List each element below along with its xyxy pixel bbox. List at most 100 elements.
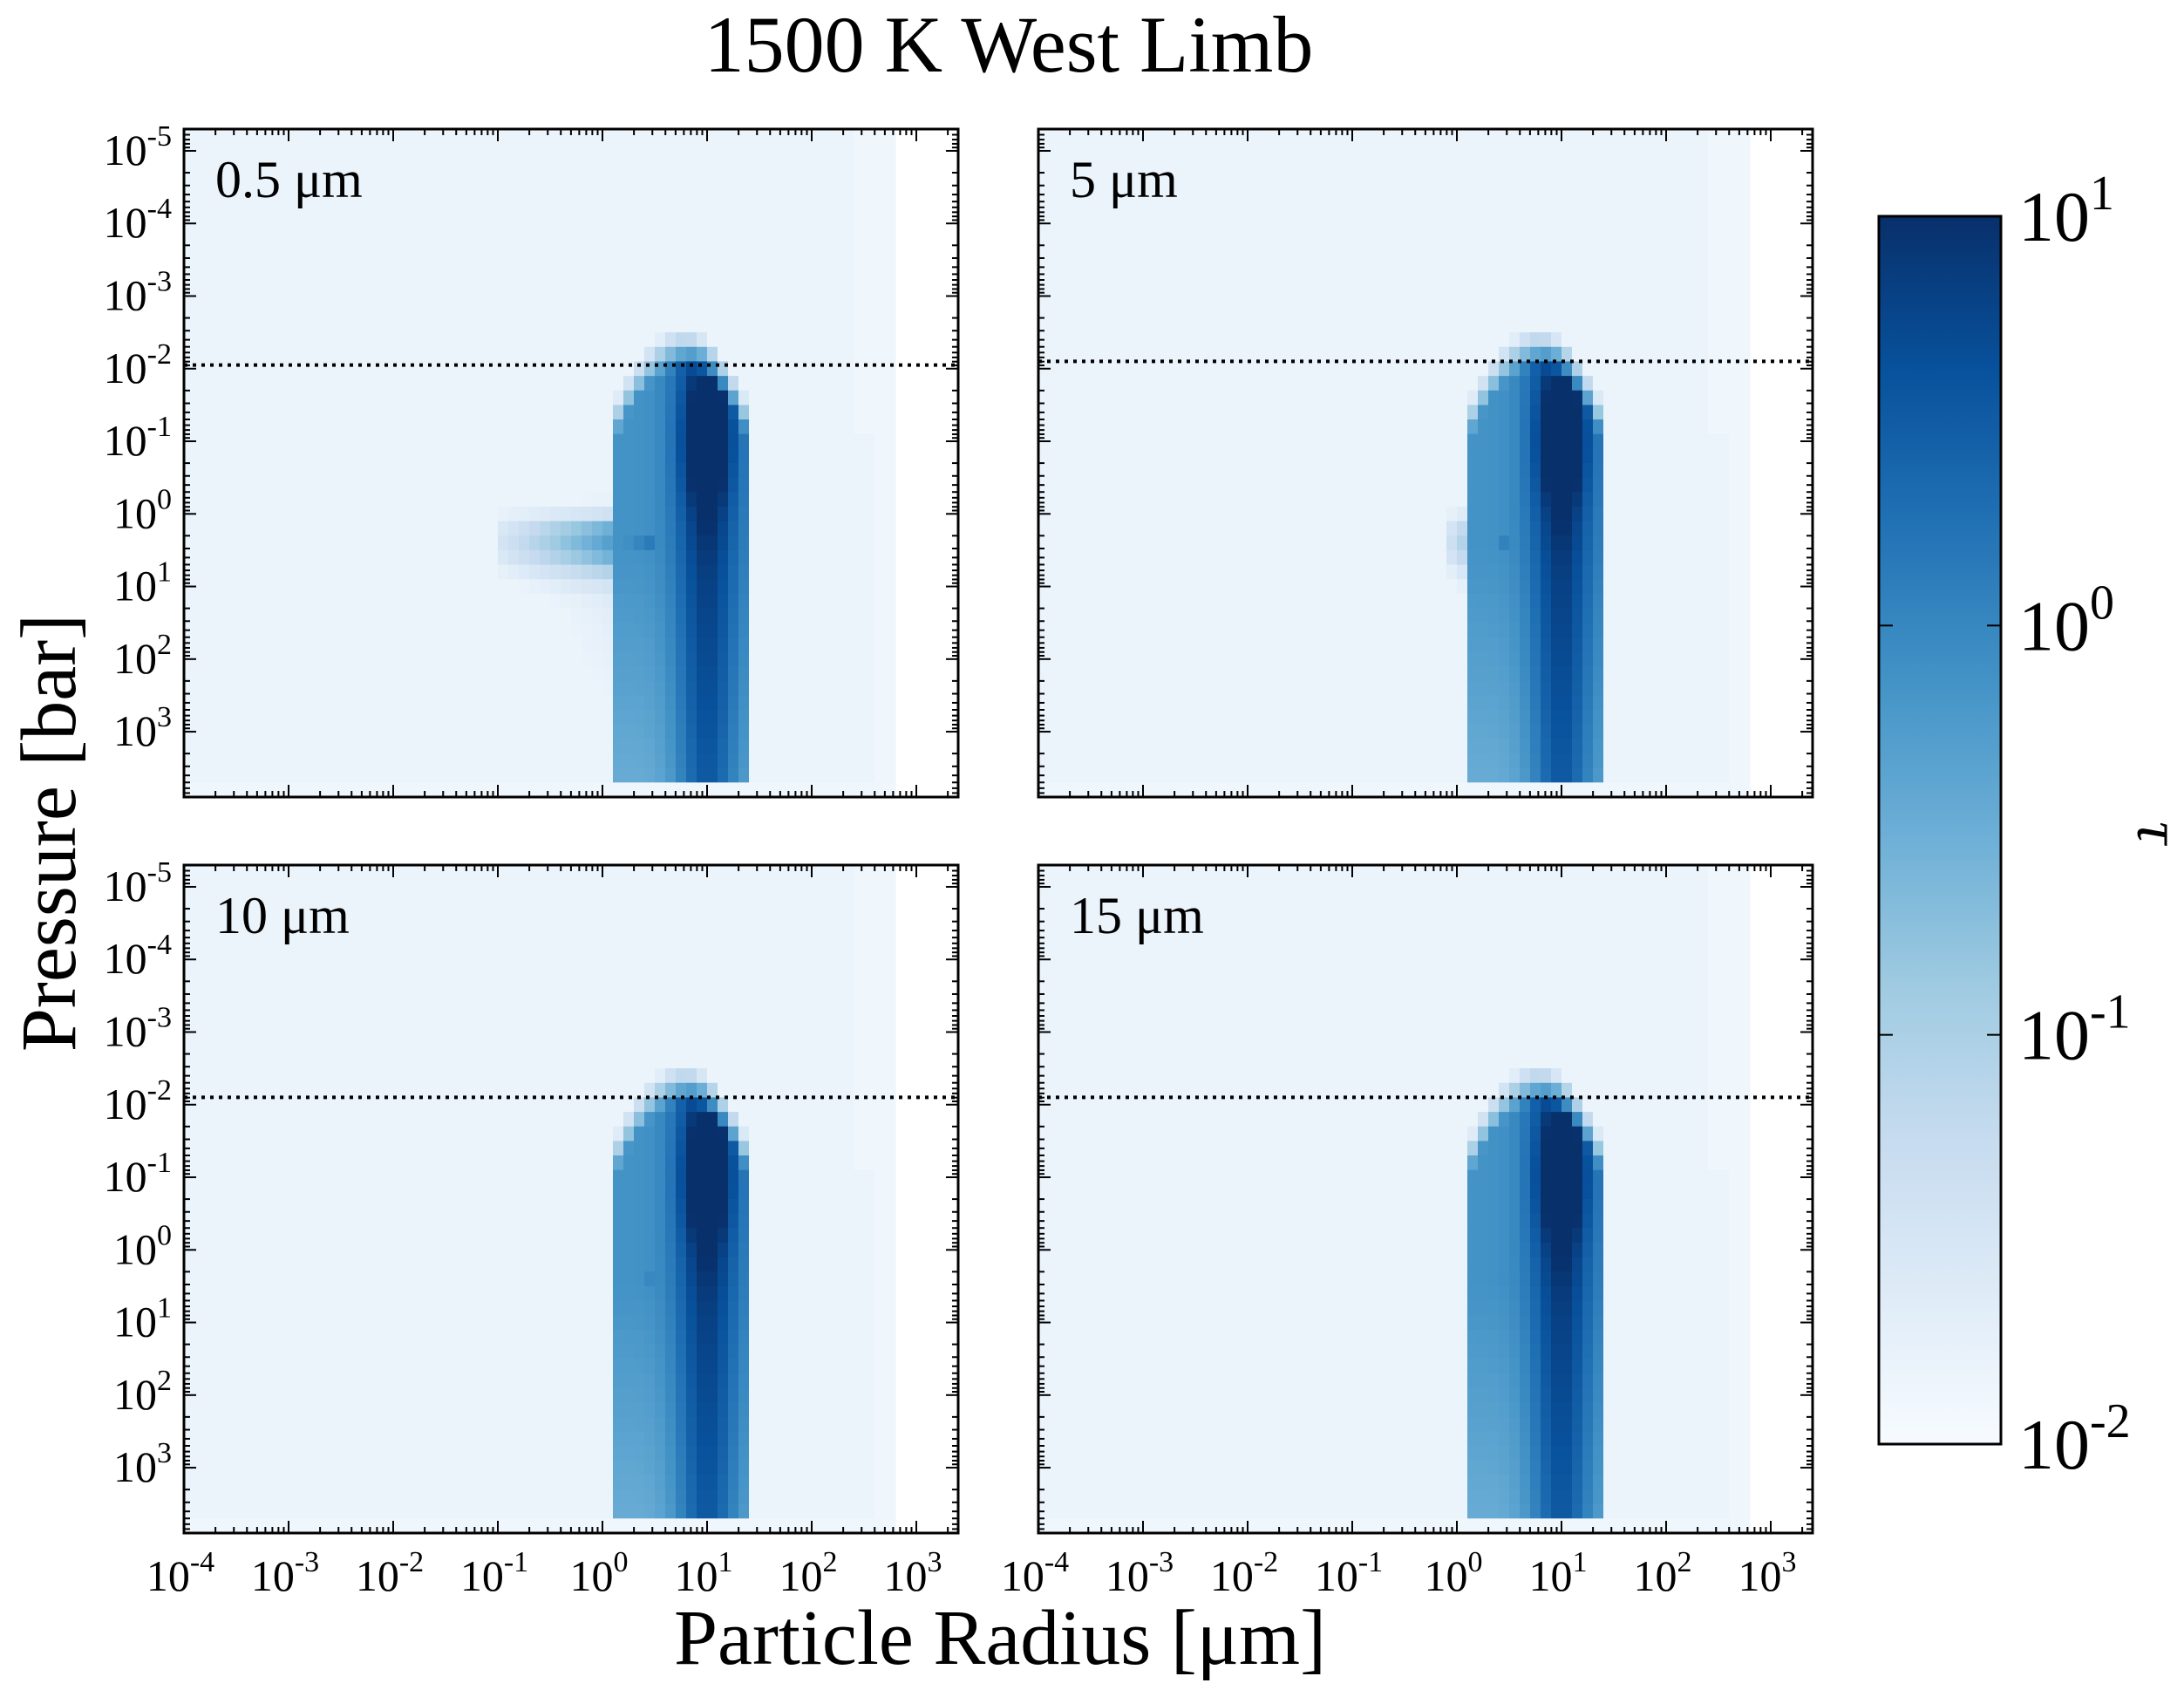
heatmap-cell xyxy=(822,507,833,522)
heatmap-cell xyxy=(268,158,279,174)
heatmap-cell xyxy=(1143,289,1154,304)
heatmap-cell xyxy=(310,710,321,726)
heatmap-cell xyxy=(728,608,739,624)
heatmap-cell xyxy=(1237,463,1248,479)
heatmap-cell xyxy=(540,158,551,174)
heatmap-cell xyxy=(1122,492,1133,508)
heatmap-cell xyxy=(1091,651,1102,667)
heatmap-cell xyxy=(613,782,624,798)
heatmap-cell xyxy=(676,623,687,638)
heatmap-cell xyxy=(770,129,781,145)
heatmap-cell xyxy=(456,201,467,217)
heatmap-cell xyxy=(1195,303,1207,319)
heatmap-cell xyxy=(466,477,478,493)
heatmap-cell xyxy=(843,317,854,333)
heatmap-cell xyxy=(498,710,509,726)
heatmap-cell xyxy=(718,724,729,739)
heatmap-cell xyxy=(1091,433,1102,449)
heatmap-cell xyxy=(1059,187,1071,202)
heatmap-cell xyxy=(278,346,289,363)
heatmap-cell xyxy=(508,507,520,522)
heatmap-cell xyxy=(372,521,384,536)
heatmap-cell xyxy=(1384,608,1395,624)
heatmap-cell xyxy=(561,695,572,711)
heatmap-cell xyxy=(571,346,582,363)
heatmap-cell xyxy=(582,549,593,566)
heatmap-cell xyxy=(582,215,593,232)
heatmap-cell xyxy=(1279,187,1290,202)
heatmap-cell xyxy=(1101,593,1112,610)
heatmap-cell xyxy=(351,376,363,392)
heatmap-cell xyxy=(791,259,802,276)
heatmap-cell xyxy=(341,274,352,290)
heatmap-cell xyxy=(665,593,677,610)
heatmap-cell xyxy=(864,492,875,508)
heatmap-cell xyxy=(404,201,415,217)
heatmap-cell xyxy=(1091,274,1102,290)
heatmap-cell xyxy=(843,158,854,174)
heatmap-cell xyxy=(236,507,248,522)
heatmap-cell xyxy=(435,259,446,276)
heatmap-cell xyxy=(801,710,813,726)
heatmap-cell xyxy=(289,259,300,276)
heatmap-cell xyxy=(1164,521,1175,536)
heatmap-cell xyxy=(728,390,739,405)
heatmap-cell xyxy=(1331,608,1343,624)
heatmap-cell xyxy=(226,521,237,536)
heatmap-cell xyxy=(1258,695,1269,711)
heatmap-cell xyxy=(780,187,792,202)
heatmap-cell xyxy=(1363,608,1374,624)
heatmap-cell xyxy=(833,477,844,493)
heatmap-cell xyxy=(1080,173,1092,188)
heatmap-cell xyxy=(226,680,237,697)
heatmap-cell xyxy=(372,507,384,522)
heatmap-cell xyxy=(1185,187,1196,202)
heatmap-cell xyxy=(456,739,467,754)
heatmap-cell xyxy=(623,433,635,449)
heatmap-cell xyxy=(446,173,457,188)
heatmap-cell xyxy=(1363,215,1374,232)
heatmap-cell xyxy=(1133,507,1144,522)
heatmap-cell xyxy=(1352,376,1364,392)
heatmap-cell xyxy=(1352,753,1364,769)
heatmap-cell xyxy=(1289,564,1301,580)
heatmap-cell xyxy=(759,492,771,508)
heatmap-cell xyxy=(404,245,415,261)
heatmap-cell xyxy=(310,680,321,697)
heatmap-cell xyxy=(728,187,739,202)
heatmap-cell xyxy=(561,521,572,536)
heatmap-cell xyxy=(1342,593,1353,610)
heatmap-cell xyxy=(529,767,541,783)
heatmap-cell xyxy=(571,637,582,653)
heatmap-cell xyxy=(310,492,321,508)
heatmap-cell xyxy=(529,346,541,363)
heatmap-cell xyxy=(194,651,206,667)
heatmap-cell xyxy=(519,710,530,726)
heatmap-cell xyxy=(1122,230,1133,246)
heatmap-cell xyxy=(655,724,666,739)
heatmap-cell xyxy=(215,346,227,363)
heatmap-cell xyxy=(1122,390,1133,405)
heatmap-cell xyxy=(456,289,467,304)
heatmap-cell xyxy=(1049,477,1060,493)
heatmap-cell xyxy=(383,549,394,566)
heatmap-cell xyxy=(655,782,666,798)
heatmap-cell xyxy=(1331,361,1343,377)
heatmap-cell xyxy=(791,767,802,783)
heatmap-cell xyxy=(330,419,342,435)
heatmap-cell xyxy=(215,433,227,449)
heatmap-cell xyxy=(393,143,405,159)
heatmap-cell xyxy=(236,390,248,405)
heatmap-cell xyxy=(372,608,384,624)
heatmap-cell xyxy=(330,507,342,522)
heatmap-cell xyxy=(540,230,551,246)
heatmap-cell xyxy=(561,419,572,435)
heatmap-cell xyxy=(1342,332,1353,348)
heatmap-cell xyxy=(634,695,645,711)
heatmap-cell xyxy=(602,535,614,551)
heatmap-cell xyxy=(1112,767,1123,783)
heatmap-cell xyxy=(634,564,645,580)
y-tick-label: 10-5 xyxy=(104,120,172,174)
heatmap-cell xyxy=(759,201,771,217)
heatmap-cell xyxy=(362,651,373,667)
